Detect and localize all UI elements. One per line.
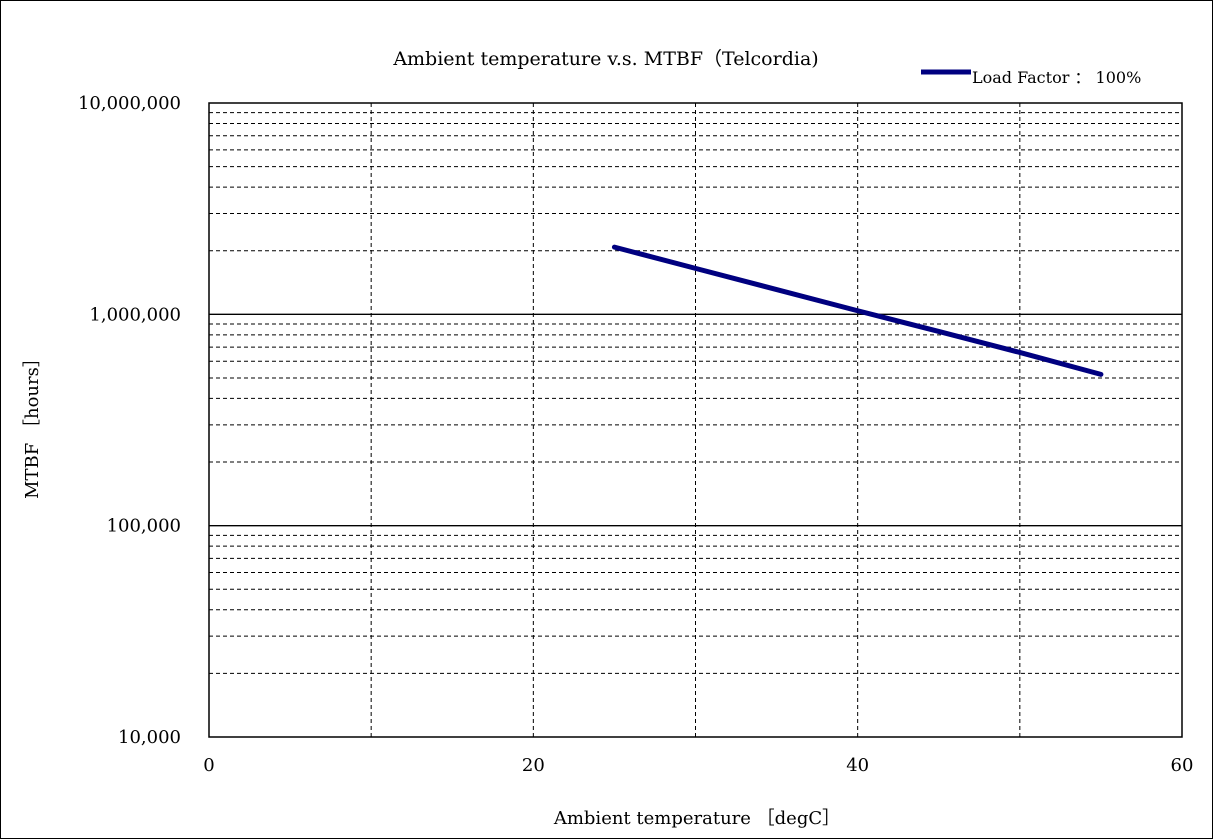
- x-tick-label: 60: [1171, 755, 1194, 776]
- grid-layer: [209, 103, 1182, 737]
- y-tick-label: 10,000,000: [78, 93, 181, 114]
- series-layer: [611, 244, 1104, 377]
- y-tick-label: 10,000: [118, 727, 181, 748]
- chart-title: Ambient temperature v.s. MTBF（Telcordia): [392, 48, 818, 70]
- x-tick-label: 40: [846, 755, 869, 776]
- y-tick-label: 1,000,000: [89, 304, 181, 325]
- y-tick-label: 100,000: [107, 516, 181, 537]
- tick-label-layer: 0 20 40 60 10,000 100,000 1,000,000 10,000,000: [78, 93, 1194, 776]
- y-axis-label: MTBF ［hours］: [22, 349, 43, 499]
- x-tick-label: 0: [203, 755, 214, 776]
- x-tick-label: 20: [522, 755, 545, 776]
- legend: Load Factor ： 100%: [921, 68, 1141, 87]
- series-line: [611, 244, 1104, 377]
- plot-area-border: [208, 102, 1183, 738]
- legend-label: Load Factor ： 100%: [972, 68, 1141, 87]
- x-axis-label: Ambient temperature ［degC］: [553, 808, 840, 829]
